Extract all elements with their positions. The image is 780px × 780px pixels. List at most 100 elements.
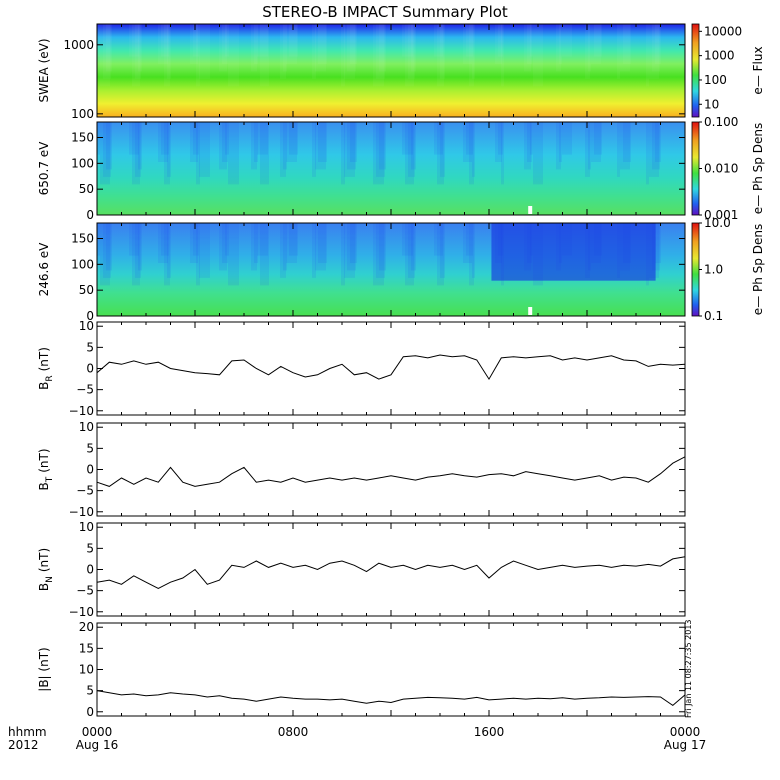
heatmap-texture (315, 122, 326, 170)
xaxis-row-label-1: hhmm (8, 725, 47, 739)
heatmap-texture (193, 122, 199, 155)
heatmap-texture (533, 24, 543, 87)
heatmap-texture (376, 24, 385, 79)
heatmap-texture (106, 122, 112, 170)
heatmap-texture (652, 122, 660, 170)
heatmap-texture (161, 223, 169, 256)
heatmap-texture (289, 122, 298, 155)
heatmap-texture (283, 122, 287, 170)
y-tick-label: 10 (79, 319, 94, 333)
heatmap-texture (254, 24, 258, 64)
panel-frame (96, 321, 686, 416)
heatmap-texture (132, 223, 140, 286)
panel-3: 10.0 1.0 0.1 e— Ph Sp Dens 150 100 50 0 246.6 eV (37, 216, 765, 323)
heatmap-texture (501, 122, 504, 185)
heatmap-texture (556, 24, 561, 72)
colorbar-tick-label: 0.1 (704, 309, 723, 323)
heatmap-texture (135, 24, 141, 79)
heatmap-texture (97, 223, 100, 256)
y-tick-label: 5 (86, 684, 94, 698)
y-tick-label: −10 (69, 404, 94, 418)
heatmap-texture (402, 223, 413, 256)
colorbar-tick-label: 1.0 (704, 263, 723, 277)
heatmap-texture (219, 24, 227, 72)
heatmap-texture (225, 223, 229, 256)
heatmap-texture (373, 122, 384, 185)
heatmap-texture (350, 24, 357, 64)
y-tick-label: 0 (86, 208, 94, 222)
heatmap-texture (283, 24, 287, 72)
heatmap-texture (562, 24, 572, 57)
y-tick-label: 150 (71, 232, 94, 246)
heatmap-texture (135, 122, 141, 177)
y-axis-label-main: B (37, 482, 51, 490)
heatmap-texture (280, 24, 286, 79)
heatmap-texture (138, 122, 142, 170)
heatmap-texture (254, 223, 258, 263)
colorbar-tick-label: 0.100 (704, 115, 738, 129)
heatmap-texture (135, 223, 141, 278)
heatmap-texture (376, 223, 385, 278)
heatmap-texture (164, 24, 170, 87)
heatmap-texture (620, 24, 630, 72)
panel-5: 10 5 0 −5 −10 BT (nT) (37, 420, 686, 519)
heatmap-texture (254, 122, 258, 162)
heatmap-texture (190, 223, 198, 263)
heatmap-texture (408, 24, 415, 79)
y-tick-label: 50 (79, 182, 94, 196)
heatmap-texture (199, 24, 210, 79)
heatmap-texture (466, 223, 473, 256)
panel-1: 10000 1000 100 10 e— Flux 1000 100 SWEA (eV) (37, 23, 765, 121)
heatmap-texture (495, 122, 502, 162)
heatmap-texture (533, 122, 543, 185)
heatmap-texture (472, 24, 475, 79)
y-tick-label: 1000 (63, 38, 94, 52)
x-tick-label: 1600 (474, 725, 505, 739)
heatmap-texture (373, 24, 384, 87)
heatmap-texture (501, 24, 504, 87)
y-tick-label: 100 (71, 257, 94, 271)
heatmap-texture (655, 223, 661, 263)
heatmap-texture (350, 122, 357, 162)
colorbar-tick-label: 10 (704, 97, 719, 111)
heatmap-texture (379, 24, 386, 72)
heatmap-texture (190, 24, 198, 64)
heatmap-texture (591, 122, 601, 162)
heatmap-texture (562, 122, 572, 155)
heatmap-texture (652, 24, 660, 72)
heatmap-texture (440, 223, 445, 278)
heatmap-texture (344, 223, 355, 278)
heatmap-texture (167, 122, 171, 177)
y-axis-label: |B| (nT) (37, 647, 51, 691)
heatmap-texture (350, 223, 357, 263)
heatmap-texture (132, 122, 140, 185)
heatmap-texture (289, 24, 298, 57)
heatmap-texture (257, 223, 268, 256)
heatmap-texture (97, 122, 100, 155)
heatmap-texture (411, 223, 416, 271)
heatmap-texture (588, 122, 591, 170)
heatmap-texture (129, 223, 139, 256)
heatmap-texture (228, 24, 239, 87)
heatmap-texture (472, 223, 475, 278)
heatmap-texture (158, 24, 168, 64)
panel-2: 0.100 0.010 0.001 e— Ph Sp Dens 150 100 50 0 650… (37, 115, 765, 222)
heatmap-texture (498, 24, 503, 57)
y-tick-label: −5 (76, 584, 94, 598)
y-tick-label: 0 (86, 362, 94, 376)
xaxis-row-label-2: 2012 (8, 738, 39, 752)
heatmap-texture (225, 122, 229, 155)
y-axis-label: 650.7 eV (37, 141, 51, 196)
heatmap-texture (556, 122, 561, 170)
heatmap-texture (405, 24, 414, 87)
heatmap-texture (620, 122, 630, 170)
y-tick-label: 5 (86, 541, 94, 555)
heatmap-texture (440, 24, 445, 79)
heatmap-texture (437, 24, 444, 87)
series-line (96, 354, 686, 381)
heatmap-fill (97, 122, 685, 215)
heatmap-texture (527, 122, 532, 162)
heatmap-texture (103, 24, 111, 79)
heatmap-texture (559, 24, 562, 64)
heatmap-texture (402, 24, 413, 57)
